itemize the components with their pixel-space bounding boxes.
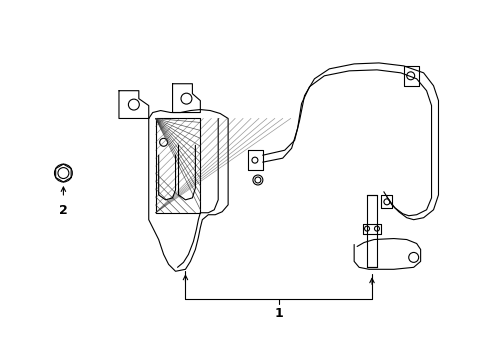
- Text: 1: 1: [274, 307, 283, 320]
- Text: 2: 2: [59, 204, 68, 217]
